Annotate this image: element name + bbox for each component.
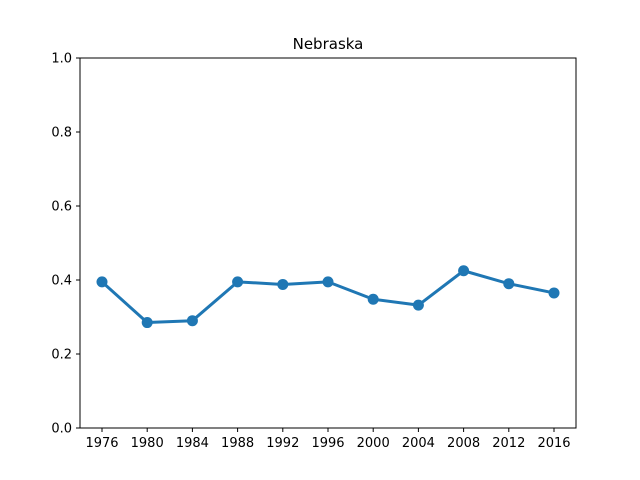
x-tick-label: 2004 — [402, 436, 435, 451]
x-tick-label: 1984 — [176, 436, 209, 451]
data-point — [548, 287, 560, 299]
x-tick-label: 1980 — [131, 436, 164, 451]
x-tick-label: 1988 — [221, 436, 254, 451]
y-tick-label: 0.8 — [51, 126, 72, 141]
x-tick-label: 2000 — [357, 436, 390, 451]
x-tick-label: 2012 — [492, 436, 525, 451]
y-tick-label: 0.6 — [51, 200, 72, 215]
x-tick-label: 1992 — [266, 436, 299, 451]
data-point — [458, 265, 470, 277]
x-tick-label: 1996 — [311, 436, 344, 451]
y-tick-label: 1.0 — [51, 52, 72, 67]
data-point — [367, 293, 379, 305]
data-point — [96, 276, 108, 288]
x-tick-label: 2016 — [537, 436, 570, 451]
data-point — [232, 276, 244, 288]
y-tick-label: 0.4 — [51, 274, 72, 289]
y-axis: 0.0 0.2 0.4 0.6 0.8 1.0 — [51, 52, 80, 437]
data-point — [322, 276, 334, 288]
x-axis: 1976 1980 1984 1988 1992 1996 2000 2004 2008 2012… — [85, 428, 571, 451]
data-point — [412, 299, 424, 311]
x-tick-label: 2008 — [447, 436, 480, 451]
y-tick-label: 0.2 — [51, 348, 72, 363]
x-tick-label: 1976 — [85, 436, 118, 451]
data-point — [503, 278, 515, 290]
y-tick-label: 0.0 — [51, 422, 72, 437]
data-point — [186, 315, 198, 327]
plot-frame — [79, 57, 577, 429]
data-point — [141, 317, 153, 329]
data-point — [277, 278, 289, 290]
series-layer — [96, 265, 560, 329]
chart-title: Nebraska — [293, 35, 364, 53]
